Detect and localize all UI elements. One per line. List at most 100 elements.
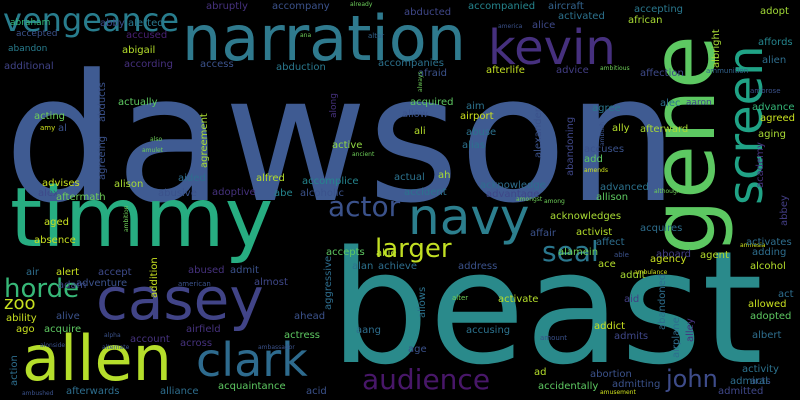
word: airfield [186, 324, 221, 335]
word: albert [752, 330, 782, 341]
word: alley [685, 318, 696, 342]
word: affect [596, 237, 625, 248]
word: altar [368, 32, 385, 40]
word: adoptive [212, 187, 256, 198]
word: ago [16, 324, 35, 335]
word: timmy [10, 171, 274, 266]
word: air [26, 267, 40, 278]
word: accepted [16, 29, 58, 39]
word: abused [188, 265, 225, 276]
word: alter [452, 294, 469, 302]
word: aboard [656, 249, 692, 260]
word: aftermath [56, 192, 106, 203]
word: admiral [730, 376, 769, 387]
word: agreeing [97, 135, 108, 180]
word: agency [650, 254, 687, 265]
word: according [124, 59, 173, 70]
word: amends [584, 167, 608, 174]
word: ana [300, 32, 312, 39]
word: activity [742, 364, 779, 375]
word: allow [402, 109, 428, 120]
word: accused [126, 30, 168, 41]
word: along [329, 93, 339, 118]
word: abigail [122, 45, 156, 56]
word: actually [118, 97, 158, 108]
word: alias [462, 140, 486, 151]
word: alonside [40, 342, 66, 349]
word: abducted [404, 7, 452, 18]
word: ahead [294, 311, 326, 322]
word: clark [196, 333, 308, 387]
word: activated [558, 11, 605, 22]
word: alerted [128, 18, 164, 29]
word: acquaintance [218, 381, 286, 392]
word: acknowledges [550, 211, 622, 222]
word: already [350, 1, 373, 8]
word: affair [530, 228, 557, 239]
word: amount [540, 334, 568, 342]
word: adventure [76, 278, 128, 289]
word: actual [394, 172, 425, 183]
word: abuse [466, 127, 497, 138]
word: afterward [640, 124, 689, 135]
word: albright [711, 29, 722, 68]
word: ad [534, 367, 547, 378]
word: abby [100, 18, 125, 29]
word: alliance [160, 386, 199, 397]
word: almost [254, 277, 288, 288]
word: admit [230, 265, 259, 276]
word: amongst [516, 196, 543, 203]
word: address [458, 261, 498, 272]
word: john [666, 365, 718, 393]
word: accepts [326, 247, 365, 258]
word: abraham [10, 18, 51, 28]
word: aided [178, 173, 206, 184]
word: abusive [158, 188, 197, 199]
word: african [628, 15, 663, 26]
word: airport [460, 111, 494, 122]
word: allison [596, 192, 629, 203]
word: afraid [418, 68, 448, 79]
word: alfred [256, 173, 285, 184]
word: ambulance [634, 269, 668, 276]
word: vengeance [3, 1, 180, 39]
word: always [417, 71, 424, 92]
word: able [614, 251, 629, 259]
word: ah [438, 170, 451, 181]
word: acting [34, 111, 66, 122]
word: acts [750, 376, 771, 387]
word: abbey [779, 195, 790, 226]
word: adding [752, 247, 787, 258]
word: abandon [8, 44, 48, 54]
word: academy [755, 142, 766, 188]
word: amulet [142, 147, 164, 154]
word: alec [660, 98, 681, 109]
word: activates [746, 237, 792, 248]
word: actor [328, 190, 401, 223]
word: aggressive [323, 255, 334, 310]
word: advises [42, 178, 80, 189]
word: ambrose [750, 87, 781, 95]
word: although [654, 188, 681, 195]
word: acquire [44, 324, 82, 335]
word: advantage [486, 189, 540, 200]
word: abducts [97, 82, 108, 122]
word: allows [417, 286, 428, 318]
word: alternate [102, 344, 130, 351]
word: active [332, 140, 363, 151]
word: ambitious [600, 65, 630, 72]
word: addition [149, 257, 160, 298]
word: alive [56, 311, 80, 322]
word: narration [182, 2, 466, 75]
word: alamein [558, 247, 599, 258]
word: alpha [104, 332, 121, 339]
word: allie [376, 248, 397, 259]
word: seal [542, 235, 599, 268]
word: allowed [748, 299, 787, 310]
word: accompanied [468, 1, 536, 12]
word: beast [330, 217, 764, 399]
word: larger [375, 234, 452, 264]
word: airplane [671, 317, 682, 358]
word: alex [38, 188, 59, 199]
word: achieve [378, 261, 417, 272]
